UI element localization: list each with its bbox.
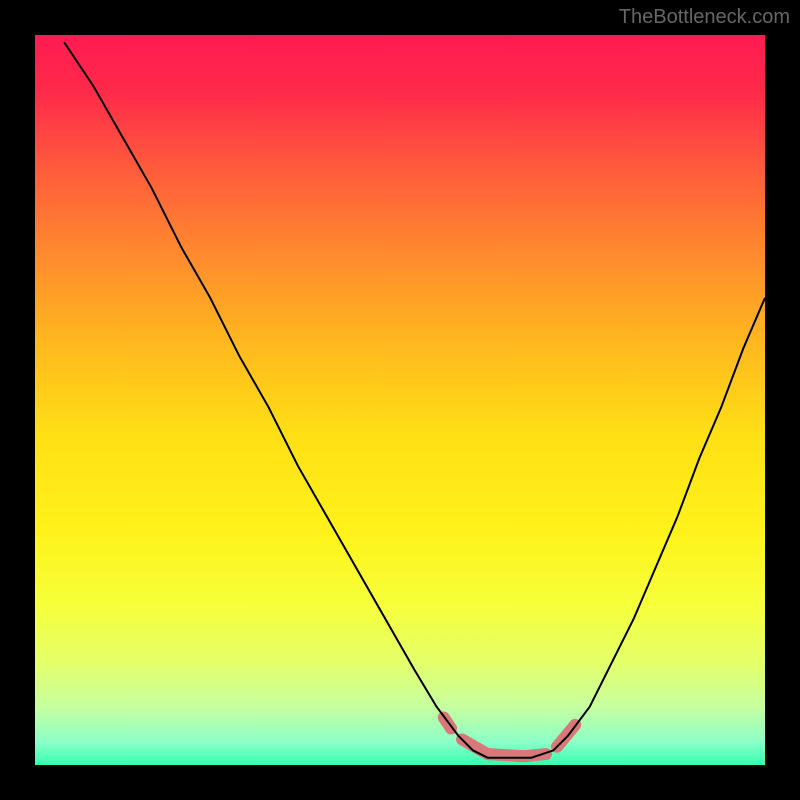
watermark-text: TheBottleneck.com [619, 6, 790, 29]
bottleneck-chart [35, 35, 765, 765]
chart-gradient-background [35, 35, 765, 765]
